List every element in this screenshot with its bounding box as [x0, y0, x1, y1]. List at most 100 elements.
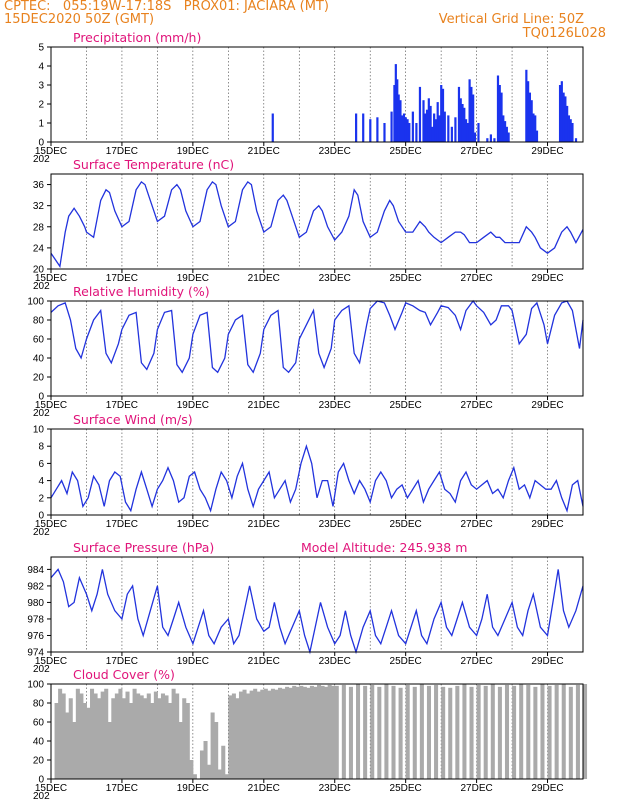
temperature-x-tick-label: 15DEC: [35, 273, 67, 284]
cloud-cover-bar: [157, 698, 162, 779]
humidity-x-tick-label: 19DEC: [177, 400, 209, 411]
precipitation-year-fragment: 202: [33, 154, 50, 165]
precipitation-bar: [438, 115, 441, 142]
cloud-cover-bar: [434, 684, 439, 779]
precipitation-bar: [422, 100, 425, 142]
wind-frame: [50, 428, 584, 516]
wind-x-tick-label: 29DEC: [531, 519, 563, 530]
cloud-cover-bar: [68, 698, 73, 779]
precipitation-bar: [383, 123, 386, 142]
cloud-cover-bar: [292, 685, 297, 779]
cloud-cover-bar: [238, 691, 244, 779]
cloud-cover-bar: [136, 693, 141, 779]
precipitation-bar: [399, 100, 402, 142]
cloud-cover-bar: [519, 684, 524, 779]
humidity-x-tick-label: 29DEC: [531, 400, 563, 411]
cloud-cover-bar: [79, 693, 84, 779]
pressure-frame: [50, 556, 584, 653]
temperature-y-tick-label: 36: [33, 180, 45, 191]
header-grid-note: Vertical Grid Line: 50Z: [438, 12, 584, 27]
cloud-cover-bar: [192, 774, 197, 779]
precipitation-bar: [443, 111, 446, 142]
precipitation-panel-title: Precipitation (mm/h): [73, 30, 201, 45]
cloud-cover-bar: [86, 707, 91, 779]
wind-year-fragment: 202: [33, 527, 50, 538]
precipitation-bar: [393, 85, 396, 142]
precipitation-bar: [567, 115, 571, 142]
cloud-cover-bar: [441, 686, 446, 779]
cloud-cover-bar: [398, 687, 403, 779]
cloud-cover-bar: [111, 698, 116, 779]
cloud-cover-bar: [242, 689, 247, 779]
cloud-panel-title: Cloud Cover (%): [73, 667, 175, 682]
precipitation-bar: [473, 132, 477, 142]
cloud-cover-bar: [143, 698, 148, 779]
cloud-cover-bar: [246, 693, 251, 779]
cloud-cover-bar: [132, 688, 137, 779]
pressure-year-fragment: 202: [33, 664, 50, 675]
cloud-cover-bar: [114, 693, 119, 779]
humidity-x-tick-label: 25DEC: [390, 400, 422, 411]
wind-y-tick-label: 2: [38, 493, 44, 504]
cloud-cover-bar: [547, 685, 552, 779]
precipitation-bar: [525, 69, 528, 142]
precipitation-bar: [503, 121, 507, 142]
precipitation-bar: [562, 92, 565, 142]
header-model-id: TQ0126L028: [522, 26, 606, 41]
precipitation-bar: [498, 85, 501, 142]
pressure-x-tick-label: 27DEC: [460, 656, 492, 667]
cloud-x-tick-label: 21DEC: [248, 783, 280, 794]
cloud-cover-bar: [104, 688, 109, 779]
cloud-cover-bar: [256, 691, 261, 779]
cloud-cover-bar: [299, 685, 304, 779]
wind-x-tick-label: 19DEC: [177, 519, 209, 530]
precipitation-bar: [418, 86, 422, 142]
precipitation-bar: [396, 79, 399, 142]
precipitation-bar: [486, 138, 489, 142]
precipitation-bar: [461, 104, 464, 142]
cloud-cover-bar: [210, 712, 215, 779]
humidity-y-tick-label: 0: [38, 392, 44, 403]
cloud-cover-bar: [281, 688, 286, 779]
cloud-cover-bar: [58, 688, 63, 779]
precipitation-bar: [571, 123, 574, 142]
wind-y-tick-label: 10: [33, 425, 45, 436]
precipitation-bar: [566, 105, 569, 142]
precipitation-bar: [569, 119, 572, 142]
cloud-cover-bar: [97, 698, 102, 779]
precipitation-x-tick-label: 27DEC: [460, 146, 492, 157]
pressure-series-line: [50, 568, 584, 655]
cloud-x-tick-label: 27DEC: [460, 783, 492, 794]
precipitation-bar: [534, 115, 537, 142]
precipitation-bar: [507, 132, 510, 142]
cloud-cover-bar: [139, 695, 144, 779]
cloud-y-tick-label: 60: [33, 718, 45, 729]
precipitation-x-tick-label: 15DEC: [35, 146, 67, 157]
precipitation-bar: [436, 102, 439, 142]
wind-series-line: [50, 444, 584, 513]
cloud-cover-bar: [462, 684, 467, 779]
temperature-y-tick-label: 28: [33, 222, 45, 233]
cloud-cover-bar: [583, 684, 588, 779]
cloud-cover-bar: [377, 686, 382, 779]
cloud-cover-bar: [405, 684, 410, 779]
precipitation-bar: [500, 92, 503, 142]
precipitation-bar: [530, 100, 533, 142]
cloud-cover-bar: [82, 703, 87, 779]
pressure-x-tick-label: 15DEC: [35, 656, 67, 667]
humidity-frame: [50, 300, 584, 397]
cloud-cover-bar: [168, 703, 173, 779]
precipitation-bar: [404, 117, 407, 142]
cloud-cover-bar: [175, 693, 180, 779]
cloud-cover-bar: [306, 687, 311, 779]
cloud-cover-bar: [171, 688, 176, 779]
precipitation-x-tick-label: 25DEC: [390, 146, 422, 157]
cloud-cover-bar: [561, 684, 566, 779]
precipitation-bar: [532, 113, 535, 142]
precipitation-bar: [463, 107, 466, 142]
precipitation-bar: [560, 81, 563, 142]
cloud-cover-bar: [189, 760, 194, 779]
cloud-cover-bar: [153, 691, 158, 779]
cloud-cover-bar: [214, 722, 219, 779]
